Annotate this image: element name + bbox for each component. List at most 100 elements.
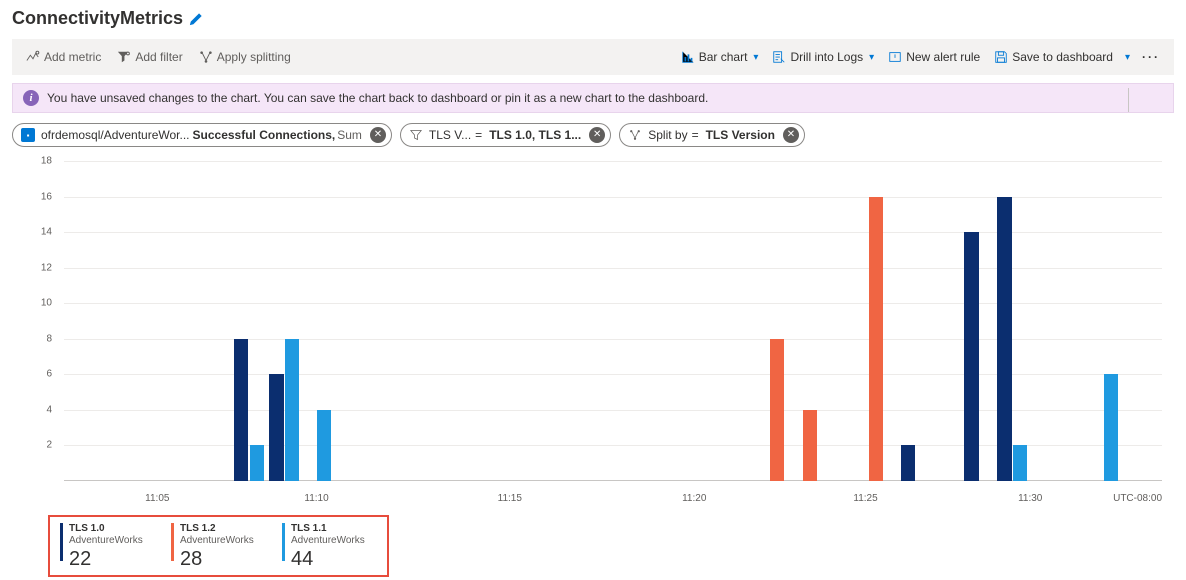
toolbar-divider [1128, 88, 1129, 112]
legend-label: TLS 1.1 [291, 523, 365, 535]
add-metric-icon [26, 50, 40, 64]
x-tick: 11:25 [853, 493, 877, 504]
save-icon [994, 50, 1008, 64]
bar-chart-button[interactable]: Bar chart ▾ [675, 46, 765, 68]
legend-item[interactable]: TLS 1.1AdventureWorks44 [282, 523, 377, 571]
legend-item[interactable]: TLS 1.0AdventureWorks22 [60, 523, 155, 571]
legend-swatch [171, 523, 174, 561]
legend-label: TLS 1.0 [69, 523, 143, 535]
chart-bar[interactable] [250, 445, 264, 481]
y-tick: 14 [12, 227, 52, 238]
save-dashboard-label: Save to dashboard [1012, 50, 1113, 64]
split-prefix: Split by [648, 128, 687, 142]
add-metric-button[interactable]: Add metric [20, 46, 107, 68]
page-title: ConnectivityMetrics [12, 8, 183, 29]
filter-pill[interactable]: TLS V... = TLS 1.0, TLS 1... ✕ [400, 123, 611, 147]
split-value: TLS Version [706, 128, 775, 142]
drill-logs-icon [772, 50, 786, 64]
chart-bar[interactable] [869, 197, 883, 481]
apply-splitting-label: Apply splitting [217, 50, 291, 64]
metric-pill[interactable]: ▪ ofrdemosql/AdventureWor... Successful … [12, 123, 392, 147]
new-alert-label: New alert rule [906, 50, 980, 64]
timezone-label: UTC-08:00 [1113, 493, 1162, 504]
y-tick: 16 [12, 191, 52, 202]
y-axis: 24681012141618 [12, 161, 60, 481]
metric-agg: Sum [337, 128, 362, 142]
metric-scope: ofrdemosql/AdventureWor... [41, 128, 190, 142]
y-tick: 12 [12, 262, 52, 273]
new-alert-button[interactable]: New alert rule [882, 46, 986, 68]
legend: TLS 1.0AdventureWorks22TLS 1.2AdventureW… [48, 515, 389, 577]
legend-sub: AdventureWorks [291, 535, 365, 547]
chart-bar[interactable] [770, 339, 784, 481]
chevron-down-icon: ▾ [869, 52, 874, 63]
drill-logs-label: Drill into Logs [790, 50, 863, 64]
add-filter-button[interactable]: Add filter [111, 46, 188, 68]
close-icon[interactable]: ✕ [783, 127, 799, 143]
split-icon [628, 128, 642, 142]
x-tick: 11:05 [145, 493, 169, 504]
y-tick: 10 [12, 298, 52, 309]
legend-swatch [60, 523, 63, 561]
apply-splitting-icon [199, 50, 213, 64]
new-alert-icon [888, 50, 902, 64]
chart-bar[interactable] [269, 374, 283, 481]
y-tick: 18 [12, 156, 52, 167]
chart-bar[interactable] [1013, 445, 1027, 481]
legend-item[interactable]: TLS 1.2AdventureWorks28 [171, 523, 266, 571]
y-tick: 6 [12, 369, 52, 380]
y-tick: 8 [12, 333, 52, 344]
close-icon[interactable]: ✕ [589, 127, 605, 143]
filter-value: TLS 1.0, TLS 1... [489, 128, 581, 142]
bars-container [64, 161, 1162, 481]
filter-prefix: TLS V... [429, 128, 471, 142]
chart: 24681012141618 [12, 161, 1174, 491]
chart-bar[interactable] [234, 339, 248, 481]
unsaved-notice: i You have unsaved changes to the chart.… [12, 83, 1174, 113]
legend-sub: AdventureWorks [69, 535, 143, 547]
chart-bar[interactable] [285, 339, 299, 481]
chart-bar[interactable] [997, 197, 1011, 481]
add-metric-label: Add metric [44, 50, 101, 64]
notice-text: You have unsaved changes to the chart. Y… [47, 91, 708, 105]
legend-label: TLS 1.2 [180, 523, 254, 535]
resource-icon: ▪ [21, 128, 35, 142]
x-tick: 11:20 [682, 493, 706, 504]
legend-value: 44 [291, 547, 365, 571]
x-tick: 11:15 [498, 493, 522, 504]
legend-value: 28 [180, 547, 254, 571]
chart-bar[interactable] [901, 445, 915, 481]
x-tick: 11:30 [1018, 493, 1042, 504]
add-filter-label: Add filter [135, 50, 182, 64]
y-tick: 2 [12, 440, 52, 451]
chevron-down-icon: ▾ [753, 52, 758, 63]
split-op: = [692, 128, 699, 142]
chart-bar[interactable] [317, 410, 331, 481]
y-tick: 4 [12, 404, 52, 415]
save-dashboard-button[interactable]: Save to dashboard [988, 46, 1119, 68]
bar-chart-label: Bar chart [699, 50, 748, 64]
chart-area: 24681012141618 UTC-08:00 11:0511:1011:15… [12, 161, 1174, 577]
filter-pills: ▪ ofrdemosql/AdventureWor... Successful … [12, 123, 1174, 147]
toolbar: Add metric Add filter Apply splitting Ba… [12, 39, 1174, 75]
info-icon: i [23, 90, 39, 106]
x-axis: UTC-08:00 11:05 11:10 11:15 11:20 11:25 11:30 [64, 491, 1162, 509]
drill-logs-button[interactable]: Drill into Logs ▾ [766, 46, 880, 68]
x-tick: 11:10 [304, 493, 328, 504]
filter-op: = [475, 128, 482, 142]
chart-bar[interactable] [964, 232, 978, 481]
more-button[interactable]: ··· [1136, 46, 1166, 68]
add-filter-icon [117, 50, 131, 64]
chevron-down-icon[interactable]: ▾ [1125, 52, 1130, 63]
chart-bar[interactable] [803, 410, 817, 481]
page-header: ConnectivityMetrics [12, 8, 1174, 29]
legend-value: 22 [69, 547, 143, 571]
metric-name: Successful Connections, [193, 128, 336, 142]
split-pill[interactable]: Split by = TLS Version ✕ [619, 123, 805, 147]
close-icon[interactable]: ✕ [370, 127, 386, 143]
legend-sub: AdventureWorks [180, 535, 254, 547]
bar-chart-icon [681, 50, 695, 64]
apply-splitting-button[interactable]: Apply splitting [193, 46, 297, 68]
chart-bar[interactable] [1104, 374, 1118, 481]
edit-icon[interactable] [189, 12, 203, 26]
